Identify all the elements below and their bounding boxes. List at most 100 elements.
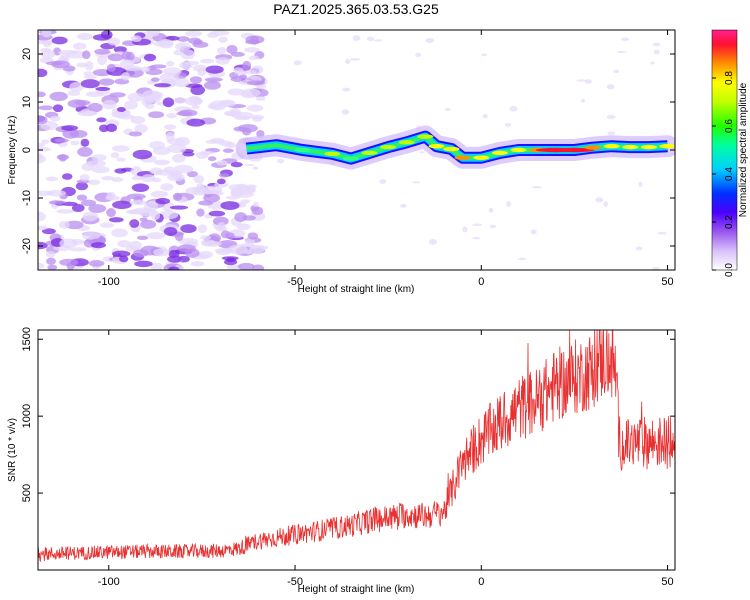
noise-blob xyxy=(177,244,196,253)
noise-blob xyxy=(236,223,251,231)
noise-blob xyxy=(203,193,221,203)
noise-blob xyxy=(132,149,153,160)
noise-blob xyxy=(112,250,131,258)
noise-blob xyxy=(167,143,187,154)
noise-speck xyxy=(576,79,587,82)
noise-speck xyxy=(584,79,593,84)
noise-blob xyxy=(38,154,46,164)
noise-speck xyxy=(482,113,488,119)
noise-blob xyxy=(218,36,228,44)
noise-speck xyxy=(606,114,616,120)
noise-blob xyxy=(225,142,237,149)
x-tick-label: 0 xyxy=(478,276,484,288)
noise-blob xyxy=(207,103,222,110)
noise-blob xyxy=(82,231,101,240)
snr-y-ticks: 500 1000 1500 xyxy=(21,327,675,502)
noise-blob xyxy=(172,97,188,104)
noise-blob xyxy=(142,90,161,100)
noise-blob xyxy=(38,147,52,152)
spectrogram-y-label: Frequency (Hz) xyxy=(7,116,18,185)
noise-blob xyxy=(38,211,46,222)
noise-blob xyxy=(82,211,99,222)
noise-blob xyxy=(130,116,146,125)
noise-speck xyxy=(607,131,616,136)
noise-blob xyxy=(95,86,111,91)
noise-blob xyxy=(46,257,56,265)
colorbar-tick-label: 0.8 xyxy=(724,71,735,85)
noise-blob xyxy=(197,250,213,259)
noise-speck xyxy=(506,201,511,207)
noise-blob xyxy=(245,238,255,245)
noise-speck xyxy=(350,58,361,61)
noise-speck xyxy=(252,166,259,170)
noise-blob xyxy=(101,175,115,181)
noise-blob xyxy=(38,115,48,125)
snr-x-ticks: -100 -50 0 50 xyxy=(98,330,674,588)
noise-speck xyxy=(412,181,421,184)
noise-blob xyxy=(107,53,124,62)
noise-blob xyxy=(38,142,45,148)
noise-blob xyxy=(152,146,171,156)
noise-speck xyxy=(606,84,615,90)
noise-blob xyxy=(150,262,163,270)
ridge-hotspot xyxy=(603,143,620,149)
noise-blob xyxy=(171,153,186,163)
ridge-hotspot xyxy=(554,147,595,153)
noise-blob xyxy=(240,199,251,204)
noise-blob xyxy=(215,57,230,65)
noise-speck xyxy=(293,60,302,66)
noise-blob xyxy=(153,159,170,166)
noise-speck xyxy=(374,39,383,42)
noise-blob xyxy=(216,178,226,185)
noise-blob xyxy=(61,125,79,131)
noise-speck xyxy=(635,246,643,251)
x-tick-label: -50 xyxy=(287,276,303,288)
noise-speck xyxy=(504,122,512,127)
ridge-hotspot xyxy=(585,145,602,150)
noise-blob xyxy=(83,71,93,77)
noise-blob xyxy=(225,232,235,240)
noise-blob xyxy=(88,260,105,267)
x-tick-label: 0 xyxy=(478,576,484,588)
noise-blob xyxy=(190,261,205,267)
y-tick-label: 500 xyxy=(21,484,33,502)
noise-blob xyxy=(91,154,107,162)
noise-blob xyxy=(186,118,206,127)
noise-blob xyxy=(180,49,196,60)
noise-blob xyxy=(143,53,157,62)
x-tick-label: -100 xyxy=(98,576,120,588)
noise-blob xyxy=(67,90,81,97)
noise-blob xyxy=(75,182,89,191)
noise-blob xyxy=(241,127,252,136)
ridge-hotspot xyxy=(659,143,675,149)
noise-blob xyxy=(228,244,248,255)
noise-blob xyxy=(41,139,50,144)
noise-speck xyxy=(489,224,497,229)
noise-speck xyxy=(595,197,604,203)
noise-blob xyxy=(73,42,87,50)
noise-blob xyxy=(241,88,261,97)
noise-blob xyxy=(216,159,228,166)
ridge-hotspot xyxy=(361,150,378,156)
noise-blob xyxy=(117,240,131,248)
noise-blob xyxy=(164,124,177,130)
noise-blob xyxy=(140,219,157,229)
noise-blob xyxy=(215,248,232,256)
ridge-hotspot xyxy=(398,140,415,145)
noise-blob xyxy=(47,264,58,270)
noise-blob xyxy=(131,175,144,181)
noise-blob xyxy=(80,138,90,147)
noise-blob xyxy=(148,111,165,119)
noise-blob xyxy=(107,37,121,46)
noise-blob xyxy=(256,84,267,90)
noise-blob xyxy=(226,44,238,54)
noise-blob xyxy=(124,100,138,110)
noise-speck xyxy=(530,229,537,235)
noise-blob xyxy=(118,255,129,263)
snr-series-line xyxy=(38,330,675,563)
noise-blob xyxy=(111,228,128,238)
y-tick-label: 1500 xyxy=(21,327,33,351)
noise-blob xyxy=(191,104,200,110)
noise-blob xyxy=(129,240,142,251)
y-tick-label: 1000 xyxy=(21,404,33,428)
